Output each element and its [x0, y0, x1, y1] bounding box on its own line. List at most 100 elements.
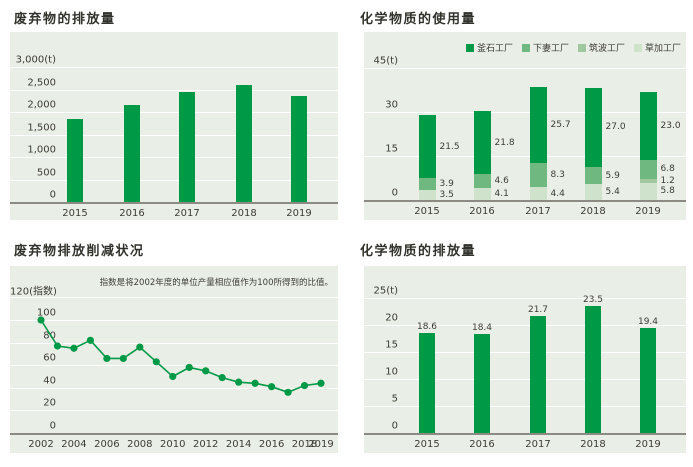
gridline	[10, 112, 338, 113]
bar-segment-2018-s0	[584, 184, 602, 200]
factory-legend: 釜石工厂 下妻工厂 筑波工厂 草加工厂	[465, 41, 681, 54]
legend-swatch	[465, 43, 474, 52]
y-axis-tick-label: 20	[385, 312, 398, 324]
y-axis-tick-label: 0	[49, 420, 56, 432]
data-point-2015	[251, 379, 259, 387]
value-label: 19.4	[637, 317, 659, 328]
bar-2018	[585, 306, 601, 433]
index-base-annotation: 指数是将2002年度的单位产量相应值作为100所得到的比值。	[99, 278, 333, 288]
bar-2017	[179, 91, 195, 202]
y-axis-tick-label: 2,000	[27, 99, 56, 111]
legend-item: 釜石工厂	[465, 41, 513, 54]
bar-segment-2017-s2	[529, 162, 547, 188]
x-axis-tick-label: 2012	[192, 439, 219, 450]
value-label: 5.8	[660, 186, 675, 197]
data-point-2012	[202, 367, 210, 375]
chart-title-waste-emissions: 废弃物的排放量	[14, 12, 116, 27]
value-label: 3.5	[439, 189, 454, 200]
trend-line-plot	[37, 316, 325, 396]
legend-label: 筑波工厂	[588, 44, 625, 54]
x-axis-tick-label: 2017	[174, 208, 200, 219]
bar-segment-2017-s0	[529, 187, 547, 200]
data-point-2002	[37, 316, 45, 324]
gridline	[10, 365, 338, 367]
y-axis-tick-label: 0	[391, 420, 398, 432]
value-label: 4.1	[494, 188, 509, 199]
chemical-emissions-chart-panel: 0 5 10 15 20 25(t) 18.6 18.4 21.7 23.5 19.4 2015 201…	[364, 266, 686, 453]
value-label: 3.9	[439, 179, 454, 189]
data-point-2009	[152, 358, 160, 366]
gridline	[10, 342, 338, 344]
data-point-2013	[218, 374, 226, 382]
x-axis-tick-label: 2017	[525, 439, 551, 450]
x-axis-tick-label: 2018	[231, 208, 257, 219]
value-label: 23.0	[660, 120, 681, 131]
legend-item: 草加工厂	[633, 41, 681, 54]
gridline	[364, 112, 686, 113]
x-axis-tick-label: 2015	[414, 206, 440, 217]
bar-segment-2018-s2	[584, 166, 602, 185]
x-axis-tick-label: 2016	[469, 439, 495, 450]
x-axis-tick-label: 2004	[61, 439, 87, 450]
x-axis-tick-label: 2010	[160, 439, 186, 450]
bar-segment-2016-s3	[473, 110, 491, 175]
value-label: 21.8	[494, 137, 515, 148]
value-label: 18.4	[471, 322, 493, 333]
bar-2019	[291, 96, 307, 202]
data-point-2007	[119, 354, 127, 363]
chart-title-waste-reduction: 废弃物排放削减状况	[14, 244, 145, 259]
gridline	[364, 325, 686, 326]
y-axis-tick-label: 25(t)	[373, 285, 398, 297]
legend-label: 下妻工厂	[532, 44, 569, 54]
value-label: 8.3	[550, 169, 565, 180]
data-point-2005	[86, 336, 95, 344]
value-label: 21.7	[527, 304, 549, 315]
x-axis-tick-label: 2019	[286, 208, 312, 219]
x-axis-line	[10, 433, 338, 435]
y-axis-tick-label: 80	[43, 330, 56, 342]
y-axis-tick-label: 15	[385, 143, 398, 155]
x-axis-tick-label: 2016	[469, 206, 495, 217]
data-point-2003	[53, 342, 62, 350]
x-axis-tick-label: 2014	[225, 439, 252, 450]
y-axis-tick-label: 100	[36, 307, 56, 319]
y-axis-tick-label: 60	[43, 352, 56, 364]
x-axis-tick-label: 2015	[414, 439, 440, 450]
bar-2019	[640, 328, 656, 433]
bar-segment-2019-s1	[639, 179, 657, 183]
x-axis-tick-label: 2002	[28, 439, 54, 450]
value-label: 21.5	[439, 141, 460, 152]
chart-title-chemical-emissions: 化学物质的排放量	[360, 244, 477, 259]
x-axis-tick-label: 2018	[580, 439, 606, 450]
bar-segment-2017-s3	[529, 87, 547, 163]
gridline	[364, 406, 686, 407]
x-axis-tick-label: 2016	[119, 208, 145, 219]
bar-segment-2015-s2	[418, 178, 436, 190]
bar-segment-2016-s0	[473, 187, 491, 200]
gridline	[10, 89, 338, 91]
gridline	[10, 179, 338, 181]
x-axis-tick-label: 2015	[62, 208, 88, 219]
y-axis-tick-label: 20	[43, 397, 56, 409]
x-axis-tick-label: 2016	[258, 439, 285, 450]
x-axis-tick-label: 2019	[308, 439, 334, 450]
legend-swatch	[633, 43, 642, 52]
bar-segment-2015-s3	[418, 115, 436, 179]
x-axis-line	[10, 202, 338, 204]
y-axis-tick-label: 0	[391, 187, 398, 199]
bar-2016	[124, 105, 140, 202]
y-axis-tick-label: 3,000(t)	[15, 54, 56, 66]
bar-segment-2019-s2	[639, 159, 657, 180]
trend-line	[40, 319, 322, 394]
legend-swatch	[577, 43, 586, 52]
y-axis-tick-label: 1,500	[27, 122, 56, 133]
legend-item: 下妻工厂	[521, 41, 569, 54]
y-axis-tick-label: 5	[391, 393, 398, 405]
gridline	[364, 352, 686, 353]
data-point-2010	[169, 372, 177, 381]
legend-label: 草加工厂	[644, 44, 681, 54]
value-label: 23.5	[582, 295, 604, 306]
data-point-2017	[284, 388, 292, 396]
data-point-2018	[300, 381, 309, 390]
value-label: 25.7	[550, 120, 571, 131]
